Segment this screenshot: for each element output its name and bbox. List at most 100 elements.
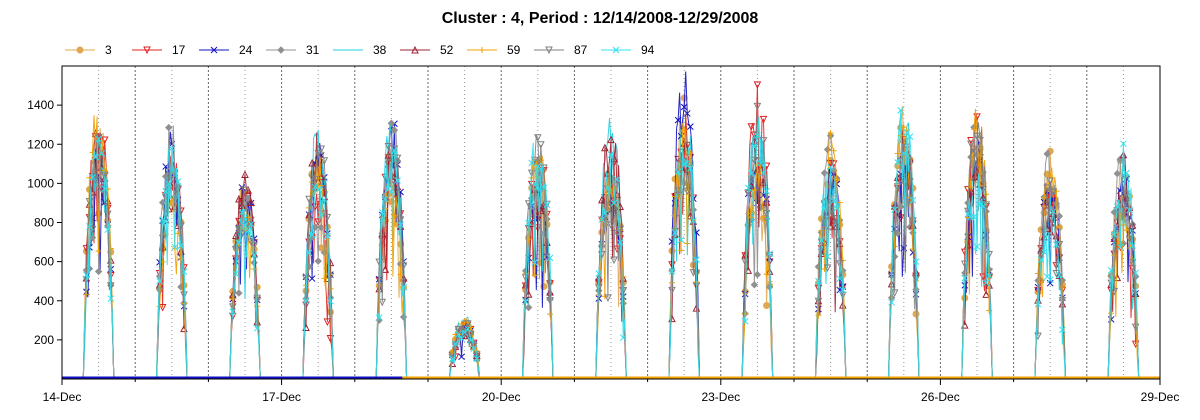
series-marker-31 bbox=[399, 313, 408, 321]
y-tick-label: 400 bbox=[34, 294, 54, 308]
series-marker-94 bbox=[604, 184, 612, 192]
series-marker-52 bbox=[235, 194, 243, 203]
series-marker-94 bbox=[757, 159, 764, 167]
y-tick-label: 600 bbox=[34, 255, 54, 269]
series-marker-94 bbox=[378, 209, 386, 216]
series-marker-94 bbox=[1116, 243, 1124, 251]
series-marker-94 bbox=[1129, 242, 1136, 250]
series-marker-94 bbox=[818, 236, 825, 244]
series-marker-87 bbox=[1122, 190, 1131, 199]
series-line-87 bbox=[62, 106, 1160, 380]
series-marker-94 bbox=[455, 330, 462, 338]
series-line-24 bbox=[62, 71, 1160, 380]
series-marker-87 bbox=[823, 264, 832, 273]
series-marker-52 bbox=[232, 231, 240, 239]
series-marker-52 bbox=[1040, 232, 1048, 241]
series-marker-94 bbox=[970, 213, 978, 220]
series-marker-31 bbox=[390, 126, 399, 134]
series-marker-94 bbox=[461, 329, 468, 336]
series-marker-52 bbox=[979, 193, 987, 201]
series-marker-94 bbox=[824, 253, 831, 260]
series-marker-94 bbox=[900, 149, 908, 157]
series-marker-94 bbox=[888, 298, 895, 306]
series-marker-94 bbox=[1046, 276, 1054, 284]
series-marker-94 bbox=[171, 243, 179, 251]
series-marker-59 bbox=[684, 240, 691, 247]
series-marker-94 bbox=[1107, 267, 1115, 274]
series-marker-87 bbox=[247, 238, 255, 247]
series-marker-87 bbox=[970, 145, 978, 154]
series-marker-94 bbox=[1123, 169, 1130, 177]
series-marker-87 bbox=[317, 145, 326, 154]
series-marker-24 bbox=[680, 103, 688, 111]
series-marker-94 bbox=[388, 188, 395, 195]
series-marker-94 bbox=[522, 298, 529, 305]
series-marker-94 bbox=[677, 236, 685, 244]
series-marker-94 bbox=[610, 199, 618, 207]
series-marker-94 bbox=[598, 216, 606, 223]
series-marker-94 bbox=[95, 135, 102, 143]
series-marker-87 bbox=[909, 217, 917, 226]
series-marker-87 bbox=[472, 351, 481, 359]
y-tick-label: 1400 bbox=[27, 98, 54, 112]
series-marker-94 bbox=[464, 325, 472, 333]
series-marker-94 bbox=[741, 317, 749, 325]
series-marker-94 bbox=[375, 314, 383, 322]
series-marker-87 bbox=[396, 216, 405, 225]
series-marker-52 bbox=[982, 290, 990, 298]
series-marker-59 bbox=[681, 126, 688, 133]
series-marker-59 bbox=[321, 275, 328, 282]
series-marker-87 bbox=[399, 262, 408, 270]
series-marker-59 bbox=[1120, 222, 1127, 229]
series-marker-87 bbox=[747, 175, 756, 184]
series-marker-87 bbox=[308, 174, 316, 183]
series-marker-52 bbox=[460, 331, 469, 340]
series-marker-94 bbox=[381, 195, 389, 203]
series-marker-94 bbox=[1120, 140, 1127, 148]
series-marker-87 bbox=[97, 186, 106, 194]
series-marker-87 bbox=[85, 198, 94, 206]
legend-label-87: 87 bbox=[574, 43, 588, 57]
series-marker-59 bbox=[836, 199, 843, 206]
series-marker-87 bbox=[302, 275, 310, 283]
series-marker-94 bbox=[1059, 326, 1066, 334]
series-marker-59 bbox=[391, 212, 398, 219]
series-marker-31 bbox=[165, 123, 173, 132]
series-marker-94 bbox=[449, 355, 456, 363]
series-marker-94 bbox=[323, 232, 331, 240]
series-marker-87 bbox=[311, 175, 319, 184]
series-marker-94 bbox=[827, 163, 834, 171]
series-marker-94 bbox=[168, 145, 176, 152]
series-marker-94 bbox=[156, 277, 163, 285]
series-marker-94 bbox=[229, 308, 237, 315]
legend-label-52: 52 bbox=[440, 43, 454, 57]
series-marker-52 bbox=[1113, 273, 1122, 282]
series-marker-59 bbox=[318, 182, 325, 189]
series-marker-87 bbox=[973, 132, 981, 141]
series-marker-59 bbox=[830, 147, 837, 154]
series-marker-52 bbox=[601, 143, 609, 152]
legend-marker-3 bbox=[76, 46, 84, 54]
series-marker-94 bbox=[891, 206, 899, 214]
y-tick-label: 800 bbox=[34, 216, 54, 230]
series-marker-59 bbox=[900, 124, 907, 131]
series-marker-94 bbox=[305, 249, 313, 257]
chart-title: Cluster : 4, Period : 12/14/2008-12/29/2… bbox=[441, 10, 759, 27]
series-marker-94 bbox=[760, 169, 767, 177]
series-marker-94 bbox=[906, 133, 914, 140]
series-marker-94 bbox=[98, 150, 106, 157]
legend-label-31: 31 bbox=[306, 43, 320, 57]
legend-marker-59 bbox=[479, 47, 485, 53]
series-marker-87 bbox=[393, 154, 402, 163]
series-marker-87 bbox=[741, 258, 750, 266]
series-marker-59 bbox=[1108, 310, 1115, 317]
x-tick-label: 17-Dec bbox=[262, 390, 301, 404]
series-marker-94 bbox=[107, 295, 115, 302]
series-marker-87 bbox=[320, 157, 329, 165]
legend-label-38: 38 bbox=[373, 43, 387, 57]
series-marker-87 bbox=[1128, 259, 1137, 267]
series-marker-94 bbox=[821, 205, 828, 213]
series-marker-52 bbox=[384, 151, 393, 159]
series-marker-94 bbox=[244, 227, 252, 234]
series-marker-87 bbox=[1125, 235, 1134, 244]
